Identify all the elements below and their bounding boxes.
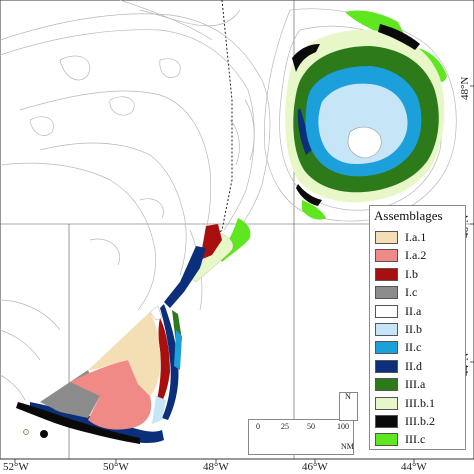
flemish-cap-zones	[285, 10, 447, 220]
legend-swatch	[375, 359, 398, 373]
legend-swatch	[375, 415, 398, 428]
lon-tick-48w: 48°W	[203, 461, 229, 473]
scale-bar: 0 25 50 100 NM	[248, 419, 354, 455]
north-arrow-label: N	[345, 392, 351, 401]
legend-label: I.b	[405, 266, 418, 281]
legend-item: II.b	[375, 322, 465, 338]
north-arrow-box: N	[339, 392, 358, 421]
legend-item: I.a.2	[375, 248, 465, 264]
legend-label: II.b	[405, 322, 422, 336]
legend-label: I.a.2	[405, 248, 427, 263]
legend-title: Assemblages	[374, 208, 443, 223]
legend: Assemblages I.a.1 I.a.2 I.b I.c II.a II.b II.c…	[369, 205, 466, 450]
scale-unit: NM	[341, 442, 354, 451]
grand-bank-zones	[16, 218, 251, 444]
scale-label-0: 0	[256, 422, 260, 431]
legend-label: I.a.1	[405, 230, 427, 244]
legend-swatch	[375, 267, 398, 281]
legend-swatch	[375, 323, 398, 336]
legend-label: I.c	[405, 285, 418, 300]
legend-swatch	[375, 433, 398, 447]
legend-item: III.b.1	[375, 396, 465, 412]
lon-tick-50w: 50°W	[103, 461, 129, 473]
lat-tick-48n: 48°N	[459, 76, 471, 100]
legend-swatch	[375, 304, 398, 318]
scale-label-100: 100	[337, 422, 349, 431]
legend-item: III.b.2	[375, 414, 465, 430]
legend-item: III.a	[375, 377, 465, 393]
legend-label: III.b.2	[405, 414, 435, 428]
legend-label: II.d	[405, 358, 422, 373]
legend-item: II.a	[375, 304, 465, 320]
legend-item: II.c	[375, 340, 465, 356]
legend-label: II.c	[405, 340, 422, 355]
legend-item: II.d	[375, 359, 465, 375]
lon-tick-44w: 44°W	[401, 461, 427, 473]
legend-item: I.a.1	[375, 230, 465, 246]
legend-swatch	[375, 341, 398, 355]
legend-swatch	[375, 396, 398, 410]
legend-swatch	[375, 286, 398, 300]
legend-swatch	[375, 378, 398, 392]
legend-item: III.c	[375, 432, 465, 448]
legend-swatch	[375, 249, 398, 263]
legend-label: III.a	[405, 377, 426, 392]
legend-item: I.b	[375, 267, 465, 283]
legend-label: II.a	[405, 303, 422, 318]
legend-label: III.b.1	[405, 395, 435, 410]
legend-item: I.c	[375, 285, 465, 301]
scale-label-25: 25	[281, 422, 289, 431]
legend-swatch	[375, 231, 398, 244]
scale-label-50: 50	[307, 422, 315, 431]
lon-tick-46w: 46°W	[302, 461, 328, 473]
legend-label: III.c	[405, 432, 426, 447]
lon-tick-52w: 52°W	[3, 461, 29, 473]
eez-boundary-line	[205, 0, 233, 246]
axis-tick-marks	[14, 85, 474, 463]
